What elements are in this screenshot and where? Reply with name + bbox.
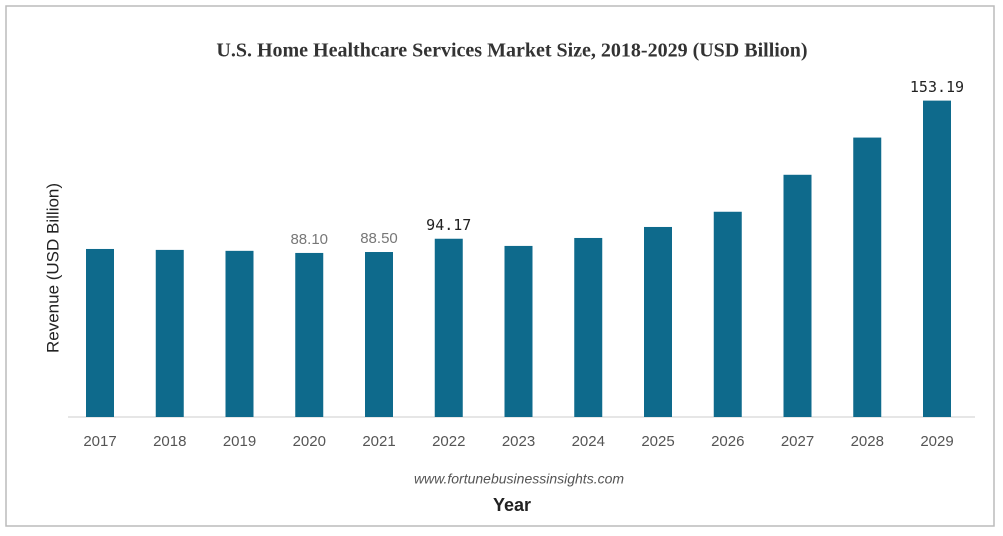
x-tick-label: 2024 [572,433,605,450]
bar [365,252,393,417]
x-tick-label: 2028 [851,433,884,450]
bar [86,248,114,417]
x-tick-label: 2017 [83,433,116,450]
bar [434,238,463,417]
bar [853,137,882,417]
y-axis-label: Revenue (USD Billion) [43,183,62,353]
bar [225,250,254,417]
bar [574,237,603,417]
x-tick-label: 2019 [223,433,256,450]
bar [713,211,742,417]
data-label: 88.50 [360,230,398,247]
x-tick-label: 2021 [362,433,395,450]
bar [295,252,324,417]
x-tick-label: 2020 [293,433,326,450]
bar [923,100,951,417]
data-label: 153.19 [910,78,964,96]
x-tick-label: 2029 [920,433,953,450]
bar [783,174,812,417]
x-tick-label: 2023 [502,433,535,450]
bar [155,249,184,417]
x-tick-label: 2025 [641,433,674,450]
source: www.fortunebusinessinsights.com [414,471,624,487]
data-label: 94.17 [426,216,471,234]
x-tick-label: 2027 [781,433,814,450]
x-tick-label: 2018 [153,433,186,450]
bar [504,245,533,417]
chart-title: U.S. Home Healthcare Services Market Siz… [216,40,807,62]
bar [644,226,672,417]
x-tick-label: 2022 [432,433,465,450]
data-label: 88.10 [290,231,328,248]
x-tick-label: 2026 [711,433,744,450]
x-axis-label: Year [493,495,531,515]
